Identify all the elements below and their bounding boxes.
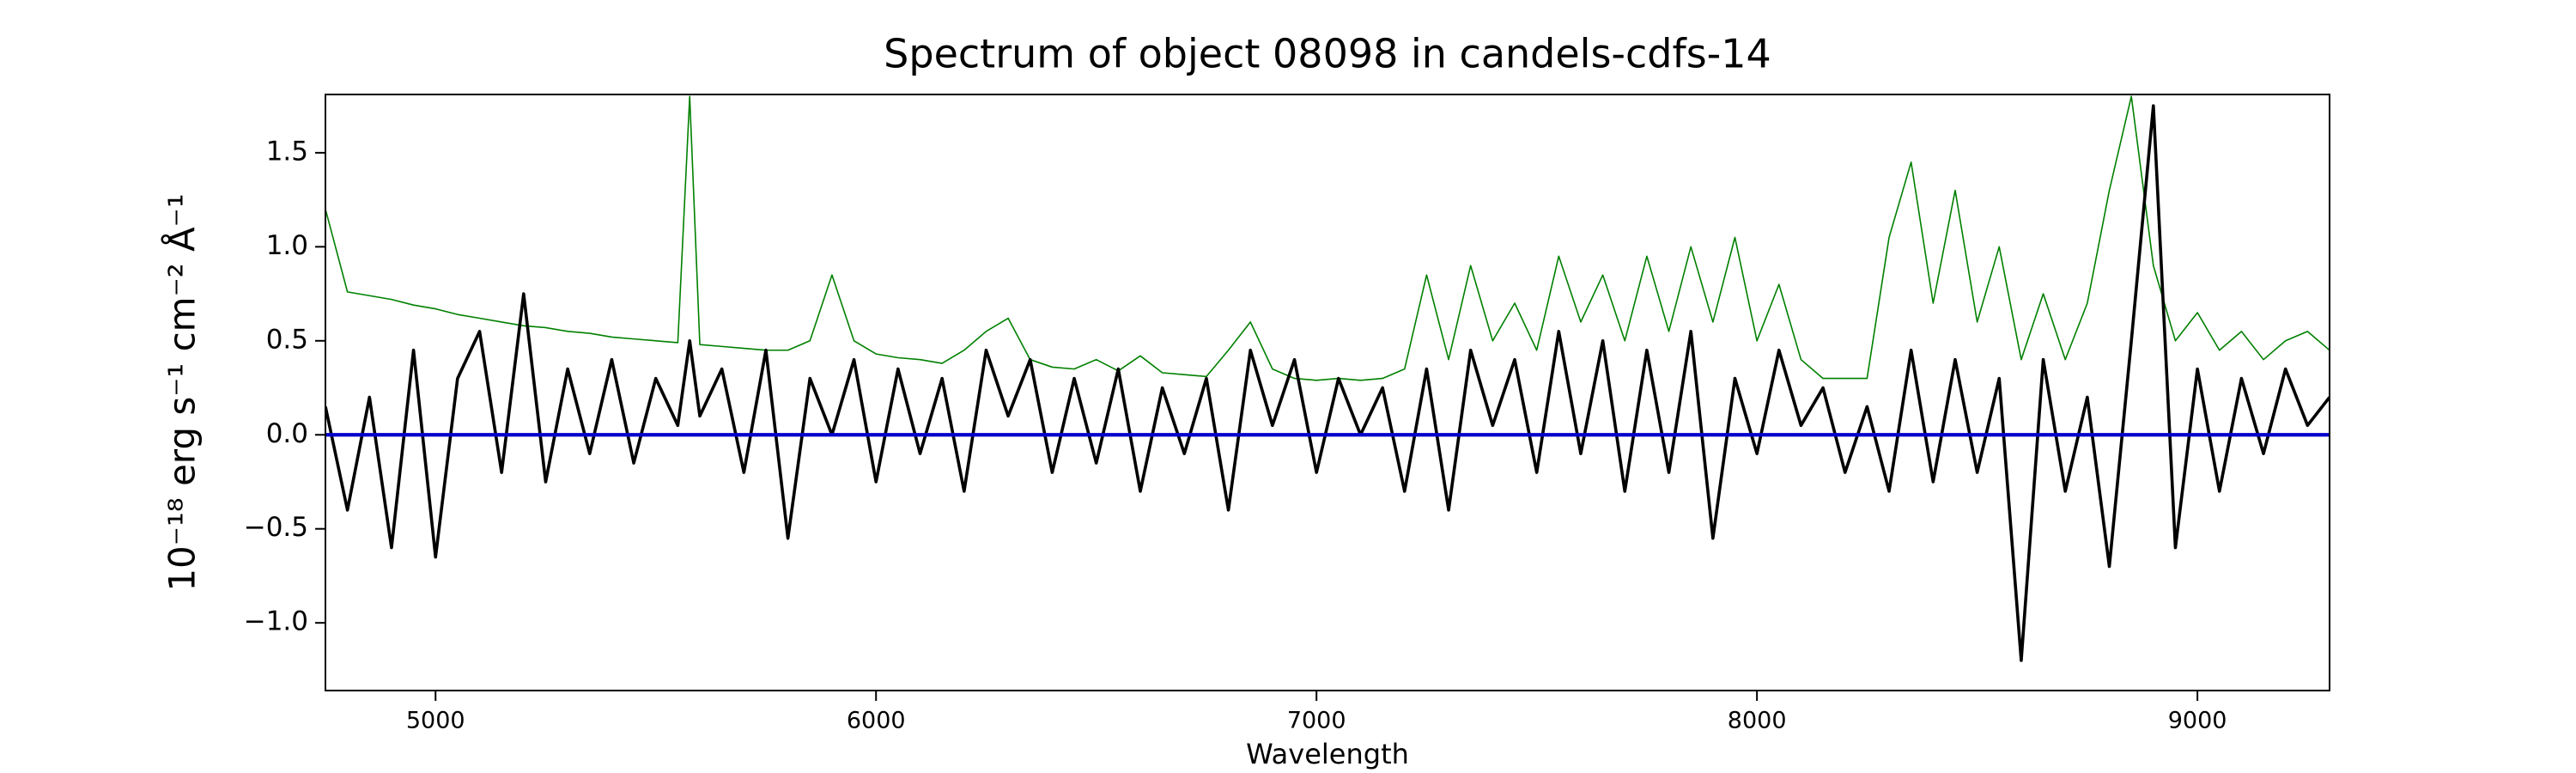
plot-area — [325, 95, 2330, 662]
y-tick-label: 1.5 — [266, 136, 308, 167]
x-tick-label: 5000 — [406, 708, 465, 734]
spectrum-line — [325, 95, 2330, 381]
y-tick-label: −0.5 — [244, 512, 308, 543]
y-tick-label: 0.0 — [266, 418, 308, 449]
spectrum-line — [325, 104, 2330, 662]
x-tick-label: 8000 — [1728, 708, 1787, 734]
x-axis-label: Wavelength — [1246, 738, 1409, 770]
y-tick-label: −1.0 — [244, 606, 308, 637]
plot-frame — [325, 94, 2330, 691]
y-axis-label: 10⁻¹⁸ erg s⁻¹ cm⁻² Å⁻¹ — [161, 193, 204, 591]
y-tick-label: 1.0 — [266, 230, 308, 261]
chart-title: Spectrum of object 08098 in candels-cdfs… — [884, 31, 1771, 77]
x-tick-label: 7000 — [1287, 708, 1346, 734]
x-tick-label: 9000 — [2168, 708, 2227, 734]
y-tick-label: 0.5 — [266, 324, 308, 355]
x-tick-label: 6000 — [847, 708, 906, 734]
